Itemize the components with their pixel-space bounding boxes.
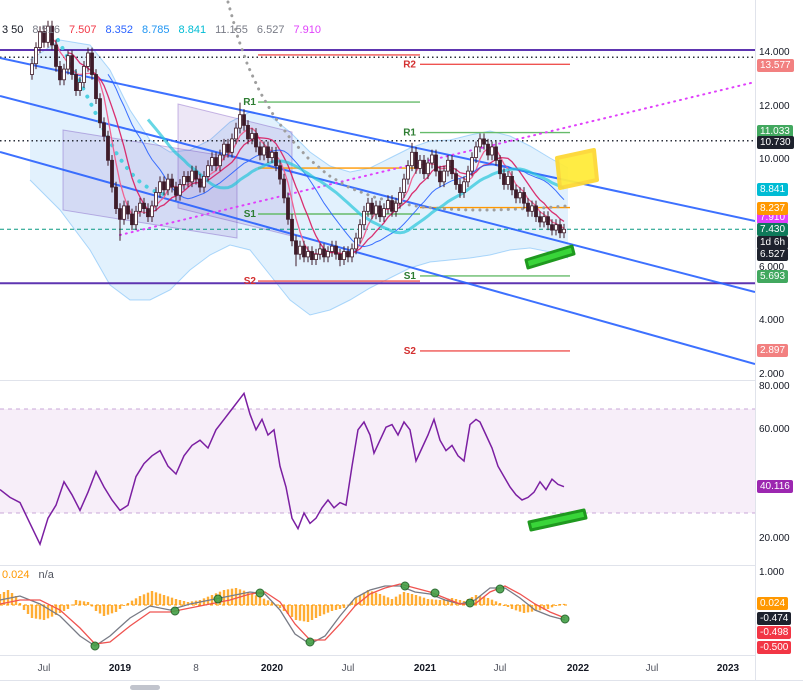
- green-highlight-price[interactable]: [524, 244, 576, 270]
- legend-value: 0.024: [2, 569, 30, 581]
- legend-value: 7.507: [68, 24, 97, 36]
- time-label: Jul: [341, 663, 355, 674]
- signal-dot: [213, 594, 223, 604]
- price-label: 11.033: [757, 125, 793, 138]
- macd-pane[interactable]: [0, 581, 570, 651]
- green-highlight-rsi[interactable]: [527, 508, 588, 532]
- scrollbar-thumb[interactable]: [130, 685, 160, 690]
- price-tick: 14.000: [759, 47, 790, 58]
- legend-value: 8.841: [178, 24, 207, 36]
- rsi-line: [0, 391, 565, 547]
- time-label: 2019: [108, 663, 132, 674]
- time-label: 2022: [566, 663, 590, 674]
- price-tick: 4.000: [759, 315, 785, 326]
- indicator-legend: 3 50 8.516 7.507 8.352 8.785 8.841 11.155 6.527…: [2, 24, 330, 36]
- price-label: 7.430: [757, 223, 789, 236]
- time-axis[interactable]: Jul 2019 8 2020 Jul 2021 Jul 2022 Jul 2023: [0, 655, 755, 681]
- signal-dot: [495, 584, 505, 594]
- price-tick: 60.000: [759, 424, 790, 435]
- price-tick: 20.000: [759, 533, 790, 544]
- price-tick: 6.000: [759, 262, 785, 273]
- price-axis[interactable]: 14.000 12.000 10.000 6.000 4.000 2.000 80.000 6…: [755, 0, 803, 692]
- candles: [30, 20, 566, 267]
- price-tick: 2.000: [759, 369, 785, 380]
- legend-value: 8.785: [142, 24, 170, 36]
- yellow-highlight[interactable]: [555, 148, 599, 190]
- signal-dot: [170, 606, 180, 616]
- price-label: 13.577: [757, 59, 794, 72]
- price-label: -0.498: [757, 626, 792, 639]
- pivot-label: S2: [404, 346, 417, 357]
- bottom-scrollbar: [0, 680, 803, 692]
- price-label: 6.527: [757, 248, 789, 261]
- legend-value: 7.910: [293, 24, 321, 36]
- highlight-drawings[interactable]: [524, 148, 599, 270]
- price-tick: 12.000: [759, 101, 790, 112]
- time-label: 8: [193, 663, 199, 674]
- chart-canvas[interactable]: R1 S1 S2 R2 R1 S1 S2: [0, 0, 755, 655]
- signal-dot: [465, 598, 475, 608]
- pane-divider: [0, 565, 803, 566]
- signal-dot: [430, 588, 440, 598]
- signal-dot: [90, 641, 100, 651]
- price-label: 40.116: [757, 480, 793, 493]
- main-price-pane[interactable]: R1 S1 S2 R2 R1 S1 S2: [0, 0, 755, 365]
- legend-value: 3 50: [2, 24, 24, 36]
- magenta-dotted-trendline[interactable]: [119, 81, 755, 236]
- time-label: 2020: [260, 663, 284, 674]
- legend-value: n/a: [38, 569, 54, 581]
- pivot-label: S1: [404, 271, 417, 282]
- price-label: 2.897: [757, 344, 789, 357]
- price-label: 8.237: [757, 202, 789, 215]
- price-tick: 1.000: [759, 567, 785, 578]
- price-label: -0.474: [757, 612, 792, 625]
- price-label: -0.500: [757, 641, 792, 654]
- macd-line: [0, 585, 566, 647]
- pivot-label: R1: [403, 128, 416, 139]
- pane-divider: [0, 380, 803, 381]
- pivot-label: R2: [403, 59, 416, 70]
- price-label: 10.730: [757, 136, 794, 149]
- macd-legend: 0.024 n/a: [2, 569, 63, 581]
- time-label: Jul: [493, 663, 507, 674]
- legend-value: 8.352: [105, 24, 134, 36]
- price-tick: 80.000: [759, 381, 790, 392]
- gray-dotted-curve[interactable]: [226, 0, 568, 212]
- trend-lines[interactable]: [0, 57, 755, 365]
- price-label: 1d 6h: [757, 236, 789, 249]
- signal-dot: [560, 614, 570, 624]
- legend-value: 8.516: [32, 24, 60, 36]
- rsi-band: [0, 409, 755, 513]
- time-label: Jul: [37, 663, 51, 674]
- legend-value: 11.155: [215, 24, 248, 36]
- legend-value: 6.527: [256, 24, 285, 36]
- signal-dot: [400, 581, 410, 591]
- signal-dot: [255, 588, 265, 598]
- pivot-label: S2: [244, 276, 257, 287]
- pivot-label: R1: [243, 97, 256, 108]
- pivot-label: S1: [244, 209, 257, 220]
- time-label: Jul: [645, 663, 659, 674]
- price-label: 8.841: [757, 183, 789, 196]
- horizontal-lines[interactable]: [0, 49, 755, 285]
- price-label: 0.024: [757, 597, 789, 610]
- time-label: 2021: [413, 663, 437, 674]
- time-label: 2023: [716, 663, 740, 674]
- rsi-pane[interactable]: [0, 391, 755, 547]
- price-tick: 10.000: [759, 154, 790, 165]
- signal-dot: [305, 637, 315, 647]
- price-label: 5.693: [757, 270, 789, 283]
